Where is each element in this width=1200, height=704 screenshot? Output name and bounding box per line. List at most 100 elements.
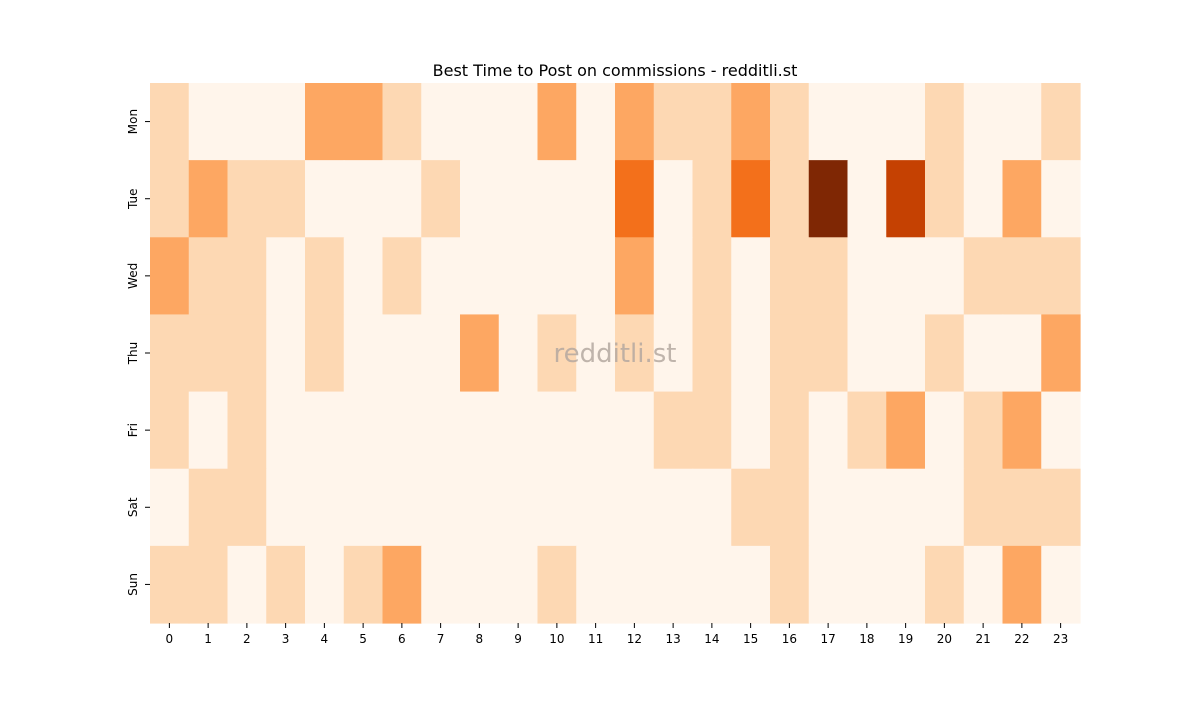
heatmap-cell-sun-17: [808, 545, 849, 624]
x-tick-label: 16: [782, 632, 797, 646]
heatmap-cell-thu-8: [460, 314, 500, 393]
heatmap-cell-thu-6: [382, 314, 422, 393]
heatmap-cell-sun-20: [925, 545, 965, 624]
y-tick-label: Sat: [126, 497, 140, 517]
heatmap-cell-wed-4: [305, 237, 345, 316]
heatmap-cell-mon-15: [731, 83, 771, 161]
heatmap-cell-tue-16: [770, 160, 810, 238]
x-tick-label: 11: [588, 632, 603, 646]
heatmap-cell-thu-19: [886, 314, 926, 393]
heatmap-cell-wed-21: [963, 237, 1004, 316]
heatmap-cell-sun-1: [188, 545, 229, 624]
heatmap-cell-tue-4: [305, 160, 345, 238]
heatmap-cell-mon-16: [770, 83, 810, 161]
y-tick-label: Mon: [126, 109, 140, 134]
heatmap-cell-wed-16: [770, 237, 810, 316]
heatmap-cell-fri-8: [460, 391, 500, 470]
x-tick-label: 23: [1053, 632, 1068, 646]
heatmap-cell-sat-17: [808, 468, 849, 547]
heatmap-cell-wed-3: [266, 237, 306, 316]
heatmap-cell-sat-10: [537, 468, 577, 547]
heatmap-cell-sat-14: [692, 468, 732, 547]
heatmap-cell-fri-1: [188, 391, 229, 470]
heatmap-cell-mon-18: [847, 83, 887, 161]
heatmap-cell-wed-14: [692, 237, 732, 316]
heatmap-cell-wed-17: [808, 237, 849, 316]
heatmap-cell-sun-22: [1002, 545, 1042, 624]
heatmap-cell-mon-1: [188, 83, 229, 161]
heatmap-cell-thu-1: [188, 314, 229, 393]
x-tick-label: 7: [437, 632, 445, 646]
heatmap-cell-thu-18: [847, 314, 887, 393]
heatmap-cell-thu-15: [731, 314, 771, 393]
x-tick-label: 13: [665, 632, 680, 646]
x-tick-label: 17: [820, 632, 835, 646]
heatmap-cell-thu-7: [421, 314, 461, 393]
heatmap-cell-wed-20: [925, 237, 965, 316]
x-tick-label: 20: [937, 632, 952, 646]
heatmap-cell-thu-16: [770, 314, 810, 393]
heatmap-cell-mon-7: [421, 83, 461, 161]
heatmap-cell-sat-22: [1002, 468, 1042, 547]
heatmap-cell-mon-10: [537, 83, 577, 161]
y-axis: Mon Tue Wed Thu Fri Sat Sun: [126, 109, 150, 596]
heatmap-cell-sat-20: [925, 468, 965, 547]
heatmap-cell-fri-13: [653, 391, 694, 470]
heatmap-cell-sun-7: [421, 545, 461, 624]
heatmap-cell-thu-22: [1002, 314, 1042, 393]
y-tick-label: Thu: [126, 342, 140, 366]
heatmap-cell-tue-22: [1002, 160, 1042, 238]
heatmap-cell-mon-22: [1002, 83, 1042, 161]
heatmap-cell-wed-23: [1041, 237, 1081, 316]
heatmap-cell-tue-21: [963, 160, 1004, 238]
heatmap-cell-tue-8: [460, 160, 500, 238]
heatmap-cell-mon-9: [498, 83, 539, 161]
heatmap-cell-wed-22: [1002, 237, 1042, 316]
heatmap-cell-sat-7: [421, 468, 461, 547]
heatmap-cell-thu-11: [576, 314, 616, 393]
heatmap-cell-tue-12: [615, 160, 655, 238]
heatmap-cell-wed-11: [576, 237, 616, 316]
heatmap-cell-sat-21: [963, 468, 1004, 547]
heatmap-cell-mon-0: [150, 83, 190, 161]
heatmap-cell-thu-3: [266, 314, 306, 393]
heatmap-cell-sun-19: [886, 545, 926, 624]
heatmap-cell-fri-17: [808, 391, 849, 470]
heatmap-cell-fri-12: [615, 391, 655, 470]
heatmap-cell-sun-12: [615, 545, 655, 624]
heatmap-cell-sat-4: [305, 468, 345, 547]
heatmap-cell-sun-5: [343, 545, 384, 624]
heatmap-cell-wed-15: [731, 237, 771, 316]
x-tick-label: 21: [975, 632, 990, 646]
x-tick-label: 5: [359, 632, 367, 646]
heatmap-cell-wed-7: [421, 237, 461, 316]
heatmap-cell-fri-5: [343, 391, 384, 470]
heatmap-cell-sun-13: [653, 545, 694, 624]
heatmap-cell-sat-5: [343, 468, 384, 547]
heatmap-cell-fri-20: [925, 391, 965, 470]
x-tick-label: 4: [321, 632, 329, 646]
heatmap-cell-tue-15: [731, 160, 771, 238]
heatmap-cell-fri-16: [770, 391, 810, 470]
heatmap-cell-thu-4: [305, 314, 345, 393]
heatmap-cell-sat-2: [227, 468, 267, 547]
heatmap-cell-tue-19: [886, 160, 926, 238]
heatmap-cell-tue-3: [266, 160, 306, 238]
heatmap-cell-fri-6: [382, 391, 422, 470]
heatmap-cell-tue-0: [150, 160, 190, 238]
x-tick-label: 15: [743, 632, 758, 646]
heatmap-cell-sun-15: [731, 545, 771, 624]
x-tick-label: 10: [549, 632, 564, 646]
x-tick-label: 6: [398, 632, 406, 646]
chart-title: Best Time to Post on commissions - reddi…: [433, 61, 798, 80]
heatmap-cell-tue-13: [653, 160, 694, 238]
x-tick-label: 2: [243, 632, 251, 646]
heatmap-cell-sat-8: [460, 468, 500, 547]
heatmap-cell-sun-2: [227, 545, 267, 624]
heatmap-cell-wed-10: [537, 237, 577, 316]
heatmap-cell-sun-21: [963, 545, 1004, 624]
heatmap-cell-thu-23: [1041, 314, 1081, 393]
heatmap-cell-sat-16: [770, 468, 810, 547]
heatmap-cell-mon-14: [692, 83, 732, 161]
